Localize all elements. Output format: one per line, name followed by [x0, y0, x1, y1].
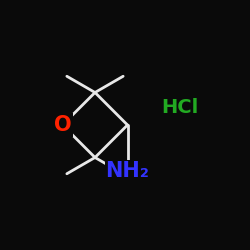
Text: HCl: HCl: [162, 98, 198, 117]
Text: O: O: [54, 115, 71, 135]
Text: NH₂: NH₂: [106, 161, 150, 181]
